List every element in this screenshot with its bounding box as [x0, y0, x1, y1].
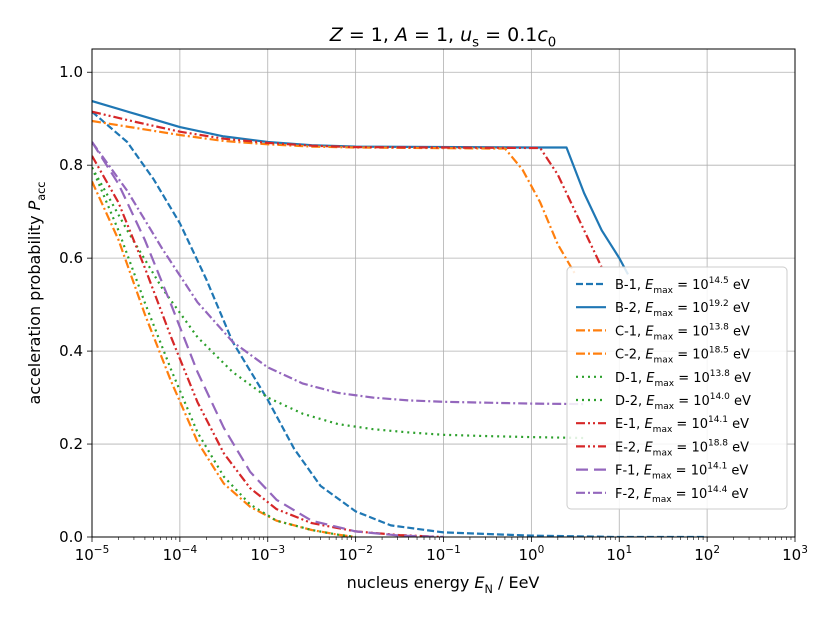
x-tick-label: 100 [518, 544, 544, 564]
series-line-b-2 [92, 100, 629, 275]
series-line-c-2 [92, 119, 577, 275]
x-tick-label: 103 [782, 544, 808, 564]
x-axis: 10−5 10−4 10−3 10−2 10−1 100 101 102 103 [75, 537, 808, 564]
series-line-d-2 [92, 166, 585, 440]
y-axis-label: acceleration probability Pacc [25, 182, 48, 405]
legend-label: F-1, Emax = 1014.1 eV [615, 462, 748, 482]
x-tick-label: 10−2 [338, 544, 373, 564]
series-line-f-2 [92, 141, 585, 406]
legend-label: E-2, Emax = 1018.8 eV [615, 438, 749, 458]
x-tick-label: 10−5 [75, 544, 110, 564]
legend-label: B-2, Emax = 1019.2 eV [615, 299, 750, 319]
x-tick-label: 102 [694, 544, 720, 564]
legend-label: F-2, Emax = 1014.4 eV [615, 485, 748, 505]
legend-label: C-1, Emax = 1013.8 eV [615, 322, 750, 342]
legend-label: B-1, Emax = 1014.5 eV [615, 276, 750, 296]
series-line-f-1 [92, 141, 444, 537]
legend: B-1, Emax = 1014.5 eV B-2, Emax = 1019.2 … [566, 266, 788, 510]
series-lines [92, 100, 708, 537]
x-tick-label: 10−4 [163, 544, 198, 564]
y-tick-label: 0.8 [59, 156, 83, 174]
legend-label: D-2, Emax = 1014.0 eV [615, 392, 751, 412]
y-tick-label: 0.0 [59, 528, 83, 546]
legend-box [566, 266, 788, 510]
series-line-c-1 [92, 181, 356, 537]
series-line-e-2 [92, 110, 603, 268]
x-tick-label: 101 [606, 544, 632, 564]
y-tick-label: 0.4 [59, 342, 83, 360]
legend-label: D-1, Emax = 1013.8 eV [615, 369, 751, 389]
x-tick-label: 10−1 [426, 544, 461, 564]
series-line-e-1 [92, 155, 444, 537]
series-line-b-1 [92, 110, 708, 537]
y-axis: 0.0 0.2 0.4 0.6 0.8 1.0 [59, 63, 92, 546]
legend-label: C-2, Emax = 1018.5 eV [615, 346, 750, 366]
y-tick-label: 0.6 [59, 249, 83, 267]
legend-label: E-1, Emax = 1014.1 eV [615, 415, 749, 435]
y-tick-label: 1.0 [59, 63, 83, 81]
chart-title: Z = 1, A = 1, us = 0.1c0 [329, 24, 557, 51]
x-tick-label: 10−3 [250, 544, 285, 564]
series-line-d-1 [92, 167, 356, 537]
grid [91, 49, 796, 538]
y-tick-label: 0.2 [59, 435, 83, 453]
x-axis-label: nucleus energy EN / EeV [347, 573, 540, 596]
